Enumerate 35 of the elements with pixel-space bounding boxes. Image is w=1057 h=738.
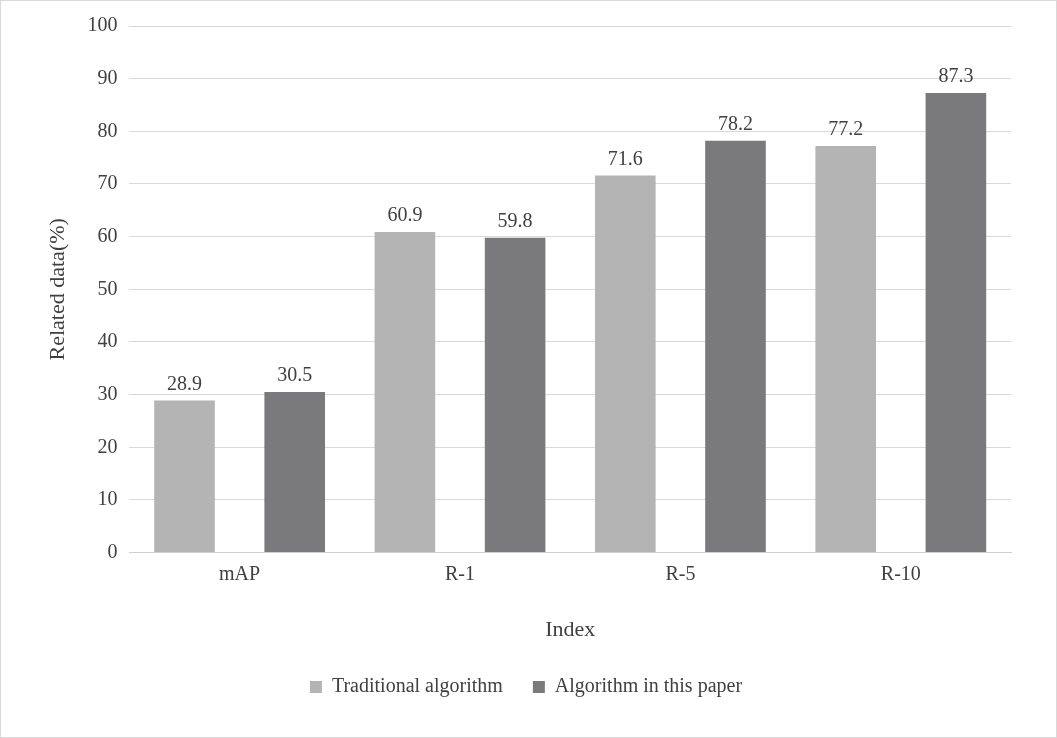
bar: [374, 231, 436, 553]
y-tick-label: 100: [87, 13, 118, 36]
bar: [484, 237, 546, 553]
legend-label: Traditional algorithm: [331, 674, 504, 698]
x-tick-label: R-10: [880, 561, 921, 584]
y-tick-label: 90: [97, 65, 118, 88]
x-tick-label: R-5: [665, 561, 696, 584]
data-label: 59.8: [497, 208, 533, 231]
bar: [705, 140, 766, 553]
y-tick-label: 0: [107, 539, 118, 562]
y-tick-label: 50: [97, 276, 118, 299]
data-label: 30.5: [277, 363, 313, 386]
bar: [815, 146, 877, 553]
y-tick-label: 30: [97, 381, 118, 404]
bar: [925, 92, 987, 553]
y-tick-label: 40: [97, 329, 118, 352]
data-label: 78.2: [718, 112, 753, 135]
x-axis-title: Index: [545, 615, 596, 641]
data-label: 77.2: [828, 117, 864, 140]
data-label: 87.3: [938, 64, 974, 87]
bar: [154, 400, 215, 553]
y-tick-label: 60: [97, 223, 118, 246]
legend-label: Algorithm in this paper: [554, 674, 743, 698]
data-label: 71.6: [607, 146, 643, 169]
y-tick-label: 80: [97, 118, 118, 141]
data-label: 60.9: [387, 203, 423, 226]
data-label: 28.9: [167, 371, 202, 394]
bar: [264, 391, 326, 553]
y-axis-title: Related data(%): [43, 218, 69, 361]
x-tick-label: mAP: [219, 561, 261, 584]
y-tick-label: 70: [97, 171, 118, 194]
y-tick-label: 20: [97, 434, 118, 457]
bar: [595, 175, 656, 553]
x-tick-label: R-1: [445, 561, 475, 584]
y-tick-label: 10: [97, 487, 118, 510]
